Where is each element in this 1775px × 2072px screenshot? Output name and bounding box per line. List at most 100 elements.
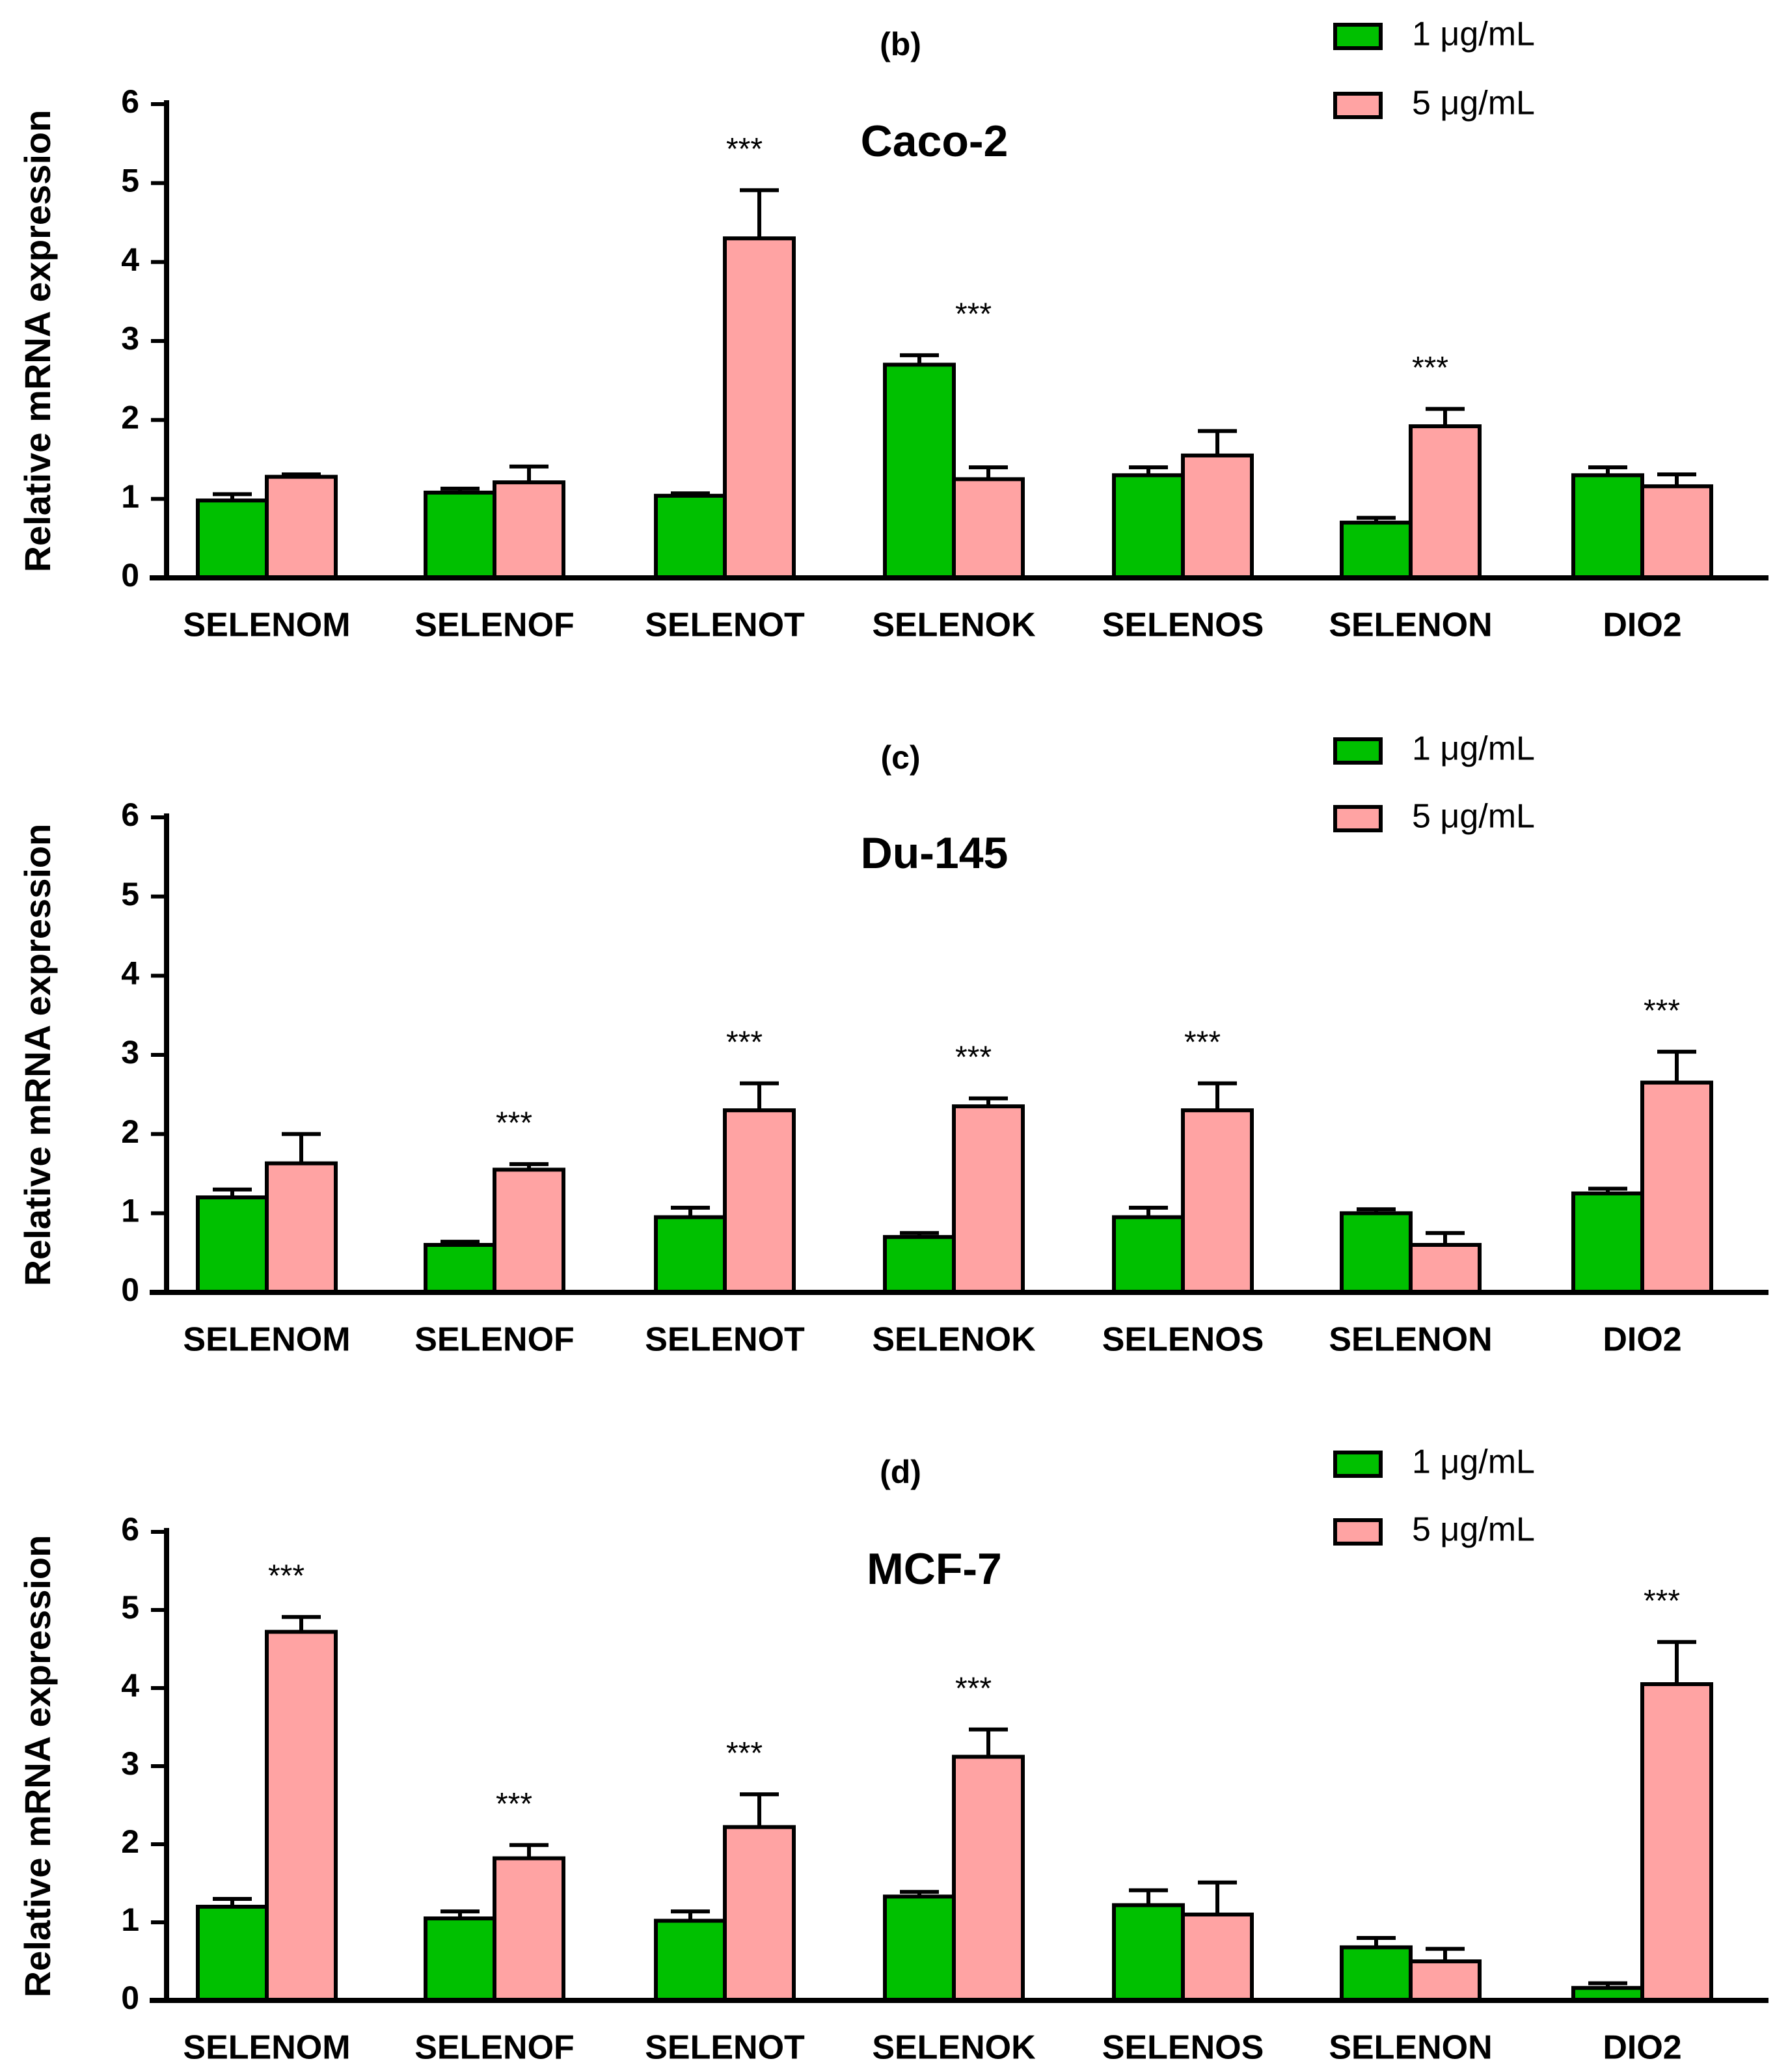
y-tick-label-6: 6 [121,83,139,120]
legend-label-1: 1 μg/mL [1412,730,1535,768]
x-tick-label-dio2: DIO2 [1603,2029,1681,2067]
y-tick-label-1: 1 [121,1902,139,1938]
panel-label: (b) [880,26,921,62]
legend-swatch-2 [1333,92,1383,119]
significance-selenot: *** [726,1736,763,1771]
panel-1: (b) Caco-2 1 μg/mL 5 μg/mL Relative mRNA exp… [17,16,1768,644]
significance-selenok: *** [955,297,992,332]
y-tick-label-5: 5 [121,1589,139,1626]
significance-selenot: *** [726,132,763,167]
y-tick-label-3: 3 [121,1034,139,1070]
y-tick-label-4: 4 [121,1667,139,1704]
legend-swatch-2 [1333,1518,1383,1546]
bar-selenon-s2 [1409,1243,1482,1294]
bar-selenom-s1 [196,1905,269,2002]
bar-selenok-s1 [883,362,956,580]
significance-selenof: *** [496,1787,532,1821]
x-tick-label-selenof: SELENOF [414,1321,575,1359]
legend-label-2: 5 μg/mL [1412,1511,1535,1549]
y-tick-label-5: 5 [121,876,139,912]
bar-selenom-s1 [196,498,269,580]
bar-selenos-s1 [1112,1215,1185,1294]
bar-selenof-s1 [424,1243,496,1294]
bar-dio2-s1 [1571,1191,1644,1294]
chart-title: Du-145 [861,828,1009,878]
legend-label-2: 5 μg/mL [1412,85,1535,122]
y-axis-label: Relative mRNA expression [17,1535,58,1998]
significance-selenos: *** [1184,1025,1221,1059]
bar-selenos-s2 [1181,1108,1254,1294]
x-tick-label-dio2: DIO2 [1603,1321,1681,1359]
legend-swatch-1 [1333,23,1383,50]
y-tick-label-5: 5 [121,163,139,199]
panel-3: (d) MCF-7 1 μg/mL 5 μg/mL Relative mRNA expr… [17,1443,1768,2067]
y-tick-label-2: 2 [121,400,139,436]
bar-dio2-s1 [1571,473,1644,580]
bar-selenon-s1 [1340,1945,1413,2002]
legend-label-1: 1 μg/mL [1412,16,1535,53]
bar-selenot-s2 [723,1825,796,2003]
x-tick-label-selenos: SELENOS [1102,607,1264,644]
y-tick-label-3: 3 [121,1745,139,1782]
y-tick-label-1: 1 [121,1193,139,1229]
chart-title: MCF-7 [867,1544,1002,1594]
bar-dio2-s2 [1640,1080,1713,1295]
bar-selenot-s2 [723,1108,796,1294]
x-tick-label-selenos: SELENOS [1102,2029,1264,2067]
legend: 1 μg/mL 5 μg/mL [1333,16,1535,122]
legend-swatch-1 [1333,1451,1383,1478]
y-tick-label-0: 0 [121,1272,139,1308]
y-tick-label-1: 1 [121,478,139,515]
significance-selenot: *** [726,1025,763,1059]
bar-selenos-s1 [1112,473,1185,580]
significance-selenof: *** [496,1106,532,1141]
significance-dio2: *** [1644,994,1680,1028]
x-tick-label-selenok: SELENOK [872,2029,1036,2067]
bar-dio2-s2 [1640,1682,1713,2002]
x-tick-label-selenof: SELENOF [414,2029,575,2067]
bar-selenos-s2 [1181,453,1254,580]
x-tick-label-selenos: SELENOS [1102,1321,1264,1359]
bar-dio2-s2 [1640,484,1713,580]
bar-selenof-s2 [493,480,565,580]
significance-selenok: *** [955,1671,992,1706]
bar-selenon-s1 [1340,1211,1413,1295]
bar-selenok-s2 [952,477,1025,580]
x-tick-label-selenot: SELENOT [645,607,805,644]
bar-selenon-s2 [1409,424,1482,580]
legend-label-2: 5 μg/mL [1412,798,1535,836]
bar-selenos-s1 [1112,1903,1185,2003]
y-axis-label: Relative mRNA expression [17,110,58,573]
bar-selenos-s2 [1181,1913,1254,2002]
bar-selenof-s1 [424,1916,496,2002]
y-tick-label-2: 2 [121,1823,139,1860]
legend: 1 μg/mL 5 μg/mL [1333,1443,1535,1549]
x-tick-label-selenom: SELENOM [183,1321,350,1359]
bar-selenot-s2 [723,236,796,580]
x-tick-label-selenon: SELENON [1329,607,1492,644]
bar-selenok-s2 [952,1754,1025,2003]
significance-selenom: *** [268,1559,305,1593]
legend-label-1: 1 μg/mL [1412,1443,1535,1481]
bar-selenom-s2 [265,1161,338,1295]
bar-selenot-s1 [654,1215,727,1294]
bar-selenom-s2 [265,1629,338,2003]
panel-label: (d) [880,1454,921,1490]
bar-selenom-s1 [196,1195,269,1294]
bar-selenom-s2 [265,474,338,580]
bar-selenok-s1 [883,1234,956,1295]
x-tick-label-selenof: SELENOF [414,607,575,644]
bar-selenon-s1 [1340,521,1413,580]
legend-swatch-1 [1333,737,1383,765]
chart-title: Caco-2 [861,116,1009,166]
x-tick-label-selenot: SELENOT [645,1321,805,1359]
x-tick-label-selenot: SELENOT [645,2029,805,2067]
bar-selenok-s1 [883,1894,956,2002]
y-tick-label-6: 6 [121,797,139,833]
x-tick-label-selenon: SELENON [1329,2029,1492,2067]
x-tick-label-selenon: SELENON [1329,1321,1492,1359]
x-tick-label-selenom: SELENOM [183,607,350,644]
significance-selenok: *** [955,1041,992,1075]
x-tick-label-selenok: SELENOK [872,1321,1036,1359]
